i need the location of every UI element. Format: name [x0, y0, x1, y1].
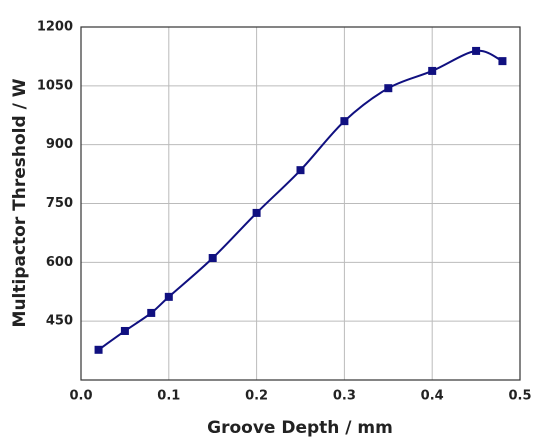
x-tick-label: 0.5	[508, 389, 531, 404]
marker	[164, 292, 173, 301]
marker	[147, 308, 156, 317]
x-tick-label: 0.1	[157, 389, 180, 404]
line	[97, 49, 503, 351]
marker	[498, 57, 507, 66]
plot-frame	[80, 26, 521, 381]
x-tick-label: 0.2	[245, 389, 268, 404]
marker	[252, 208, 261, 217]
y-tick-label: 600	[46, 255, 73, 270]
x-tick-label: 0.0	[69, 389, 92, 404]
y-axis-title: Multipactor Threshold / W	[10, 78, 30, 327]
x-axis-title: Groove Depth / mm	[207, 418, 393, 438]
marker	[296, 166, 305, 175]
marker	[208, 254, 217, 263]
x-tick-label: 0.4	[421, 389, 444, 404]
marker	[120, 326, 129, 335]
marker	[94, 345, 103, 354]
y-tick-label: 450	[46, 314, 73, 329]
marker	[428, 66, 437, 75]
y-tick-label: 750	[46, 196, 73, 211]
y-tick-label: 1200	[37, 20, 73, 35]
marker	[340, 117, 349, 126]
y-tick-label: 900	[46, 137, 73, 152]
marker	[384, 84, 393, 93]
x-tick-label: 0.3	[333, 389, 356, 404]
marker	[472, 46, 481, 55]
y-tick-label: 1050	[37, 78, 73, 93]
